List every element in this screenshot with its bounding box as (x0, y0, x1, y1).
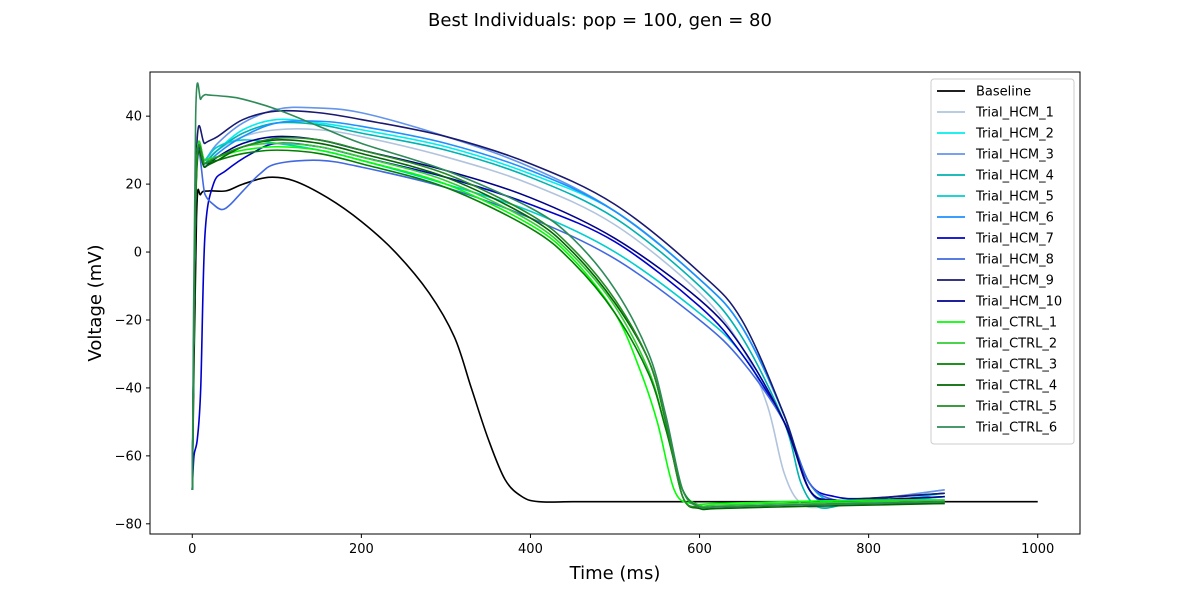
y-tick-label: 20 (125, 178, 142, 193)
series-line-trial-ctrl-4 (191, 139, 945, 511)
series-line-trial-hcm-2 (191, 118, 945, 506)
y-tick-label: 40 (125, 110, 142, 125)
legend-item: Trial_HCM_4 (937, 169, 1054, 184)
y-tick-label: −40 (115, 381, 142, 396)
x-axis: 0 200 400 600 800 1000 (188, 534, 1054, 557)
y-tick-label: −20 (115, 313, 142, 328)
series-line-trial-ctrl-6 (191, 82, 945, 509)
series-line-baseline (191, 176, 1038, 503)
legend-label: Trial_CTRL_6 (975, 421, 1057, 436)
legend-item: Trial_HCM_8 (937, 253, 1054, 268)
legend-item: Trial_HCM_9 (937, 274, 1054, 289)
series-line-trial-hcm-10 (191, 135, 945, 502)
legend-label: Trial_HCM_9 (975, 274, 1054, 289)
legend: Baseline Trial_HCM_1 Trial_HCM_2 Trial_HCM_… (930, 78, 1075, 445)
y-axis: −80 −60 −40 −20 0 20 40 (115, 110, 150, 532)
legend-label: Trial_CTRL_3 (975, 358, 1057, 373)
legend-label: Trial_HCM_7 (975, 232, 1054, 247)
legend-label: Trial_HCM_6 (975, 211, 1054, 226)
series-line-trial-hcm-7 (191, 142, 945, 500)
legend-item: Trial_HCM_6 (937, 211, 1054, 226)
series-line-trial-hcm-9 (191, 109, 945, 502)
legend-item: Trial_CTRL_6 (937, 421, 1057, 436)
legend-label: Trial_HCM_5 (975, 190, 1054, 205)
legend-item: Trial_HCM_5 (937, 190, 1054, 205)
x-tick-label: 1000 (1021, 542, 1054, 557)
series-line-trial-hcm-8 (191, 148, 945, 503)
x-tick-label: 0 (188, 542, 196, 557)
x-tick-label: 800 (856, 542, 881, 557)
legend-item: Trial_CTRL_2 (937, 337, 1057, 352)
legend-label: Trial_HCM_3 (975, 148, 1054, 163)
legend-label: Trial_CTRL_5 (975, 400, 1057, 415)
legend-label: Trial_HCM_10 (975, 295, 1062, 310)
legend-item: Trial_CTRL_4 (937, 379, 1057, 394)
series-line-trial-ctrl-2 (191, 140, 945, 508)
legend-item: Baseline (937, 85, 1031, 100)
plot-frame (149, 71, 1081, 535)
legend-item: Trial_CTRL_5 (937, 400, 1057, 415)
legend-item: Trial_CTRL_3 (937, 358, 1057, 373)
legend-box (930, 78, 1075, 445)
legend-label: Trial_HCM_1 (975, 106, 1054, 121)
x-tick-label: 200 (349, 542, 374, 557)
y-axis-label: Voltage (mV) (85, 244, 106, 361)
legend-item: Trial_HCM_3 (937, 148, 1054, 163)
x-axis-label: Time (ms) (569, 563, 661, 584)
legend-label: Trial_HCM_2 (975, 127, 1054, 142)
series-line-trial-ctrl-1 (191, 140, 945, 506)
x-tick-label: 600 (687, 542, 712, 557)
legend-item: Trial_HCM_10 (937, 295, 1062, 310)
series-line-trial-hcm-5 (191, 139, 945, 507)
legend-label: Baseline (976, 85, 1031, 100)
legend-label: Trial_HCM_4 (975, 169, 1054, 184)
legend-item: Trial_HCM_2 (937, 127, 1054, 142)
series-line-trial-hcm-3 (191, 106, 945, 505)
legend-item: Trial_CTRL_1 (937, 316, 1057, 331)
legend-item: Trial_HCM_1 (937, 106, 1054, 121)
y-tick-label: 0 (134, 246, 142, 261)
y-tick-label: −80 (115, 517, 142, 532)
plot-lines (191, 82, 1038, 511)
chart-title: Best Individuals: pop = 100, gen = 80 (428, 10, 772, 31)
legend-item: Trial_HCM_7 (937, 232, 1054, 247)
legend-label: Trial_CTRL_1 (975, 316, 1057, 331)
y-tick-label: −60 (115, 449, 142, 464)
legend-label: Trial_HCM_8 (975, 253, 1054, 268)
x-tick-label: 400 (518, 542, 543, 557)
legend-label: Trial_CTRL_2 (975, 337, 1057, 352)
series-line-trial-hcm-6 (191, 120, 945, 505)
legend-label: Trial_CTRL_4 (975, 379, 1057, 394)
